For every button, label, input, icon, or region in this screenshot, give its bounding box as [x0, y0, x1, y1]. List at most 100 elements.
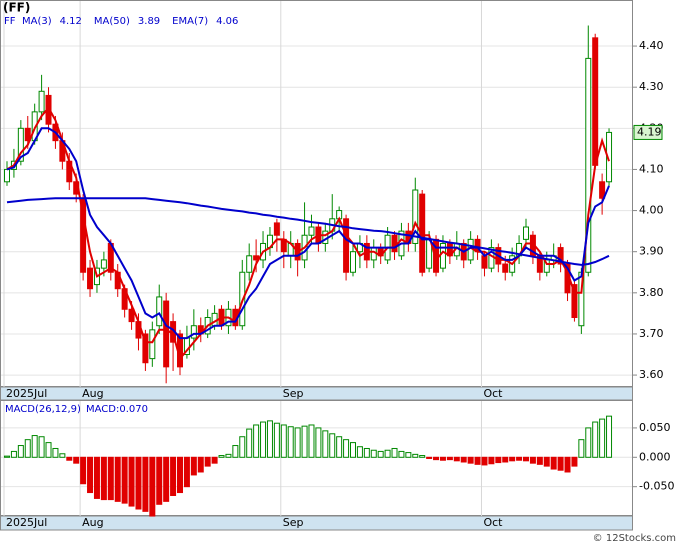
macd-bar — [529, 456, 536, 464]
macd-bar — [156, 456, 163, 505]
y-tick-label: 4.10 — [639, 162, 664, 175]
legend-name: EMA(7) — [172, 16, 208, 27]
macd-bar — [177, 456, 183, 494]
macd-bar — [239, 436, 246, 458]
macd-bar — [246, 428, 253, 458]
macd-bar — [211, 456, 218, 464]
macd-bar — [107, 456, 114, 501]
macd-bar — [550, 456, 557, 470]
macd-bar — [280, 424, 287, 458]
legend-name: MA(50) — [94, 16, 130, 27]
macd-bar — [114, 456, 121, 502]
macd-bar — [592, 421, 599, 458]
macd-bar — [336, 436, 343, 458]
macd-bar — [10, 450, 17, 458]
x-tick-label: Aug — [82, 387, 103, 400]
macd-bar — [308, 424, 315, 458]
macd-bar — [488, 456, 495, 465]
macd-bar — [343, 439, 350, 458]
candle-body — [156, 296, 163, 327]
macd-bar — [163, 456, 170, 502]
macd-bar — [287, 426, 294, 458]
y-tick-label: 3.90 — [639, 245, 664, 258]
macd-bar — [31, 435, 38, 458]
y-tick-label: -0.050 — [639, 480, 674, 493]
macd-bar — [232, 445, 239, 458]
macd-bar — [370, 449, 377, 458]
macd-bar — [426, 456, 433, 459]
y-tick-label: 4.00 — [639, 204, 664, 217]
macd-bar — [142, 456, 149, 512]
candle-body — [142, 333, 149, 364]
y-tick-label: 0.050 — [639, 421, 671, 434]
macd-bar — [329, 433, 336, 458]
candle-body — [190, 325, 197, 339]
macd-bar — [45, 442, 52, 458]
macd-bar — [419, 455, 426, 458]
macd-bar — [502, 456, 509, 463]
candle-body — [4, 168, 10, 183]
indicator-line — [6, 127, 610, 340]
candle-body — [606, 131, 613, 183]
candle-body — [350, 251, 356, 273]
footer: © 12Stocks.com — [593, 533, 676, 544]
y-tick-label: 3.70 — [639, 327, 664, 340]
candle-body — [571, 284, 578, 318]
candle-body — [128, 308, 135, 323]
macd-bar — [59, 453, 66, 458]
macd-bar — [571, 456, 578, 467]
macd-bar — [121, 456, 128, 504]
macd-bar — [412, 453, 419, 458]
candle-body — [38, 90, 45, 113]
macd-bar — [260, 421, 267, 458]
macd-bar — [218, 455, 225, 458]
candle-body — [246, 255, 253, 273]
macd-bar — [460, 456, 467, 463]
x-tick-label: Sep — [283, 387, 304, 400]
macd-bar — [66, 456, 73, 461]
macd-bar — [523, 456, 529, 462]
macd-bar — [446, 456, 453, 461]
indicator-line — [6, 106, 610, 361]
candle-body — [481, 255, 488, 269]
macd-title: MACD(26,12,9) — [5, 404, 81, 415]
candle-body — [585, 57, 592, 273]
macd-bar — [294, 427, 301, 458]
macd-bar — [495, 456, 502, 464]
labels: (FF) FF MACD(26,12,9) MACD:0.070 © 12Sto… — [3, 1, 676, 545]
legend-value: 3.89 — [138, 16, 160, 27]
x-tick-label: 2025Jul — [6, 387, 47, 400]
macd-bar — [509, 456, 516, 462]
candle-body — [502, 263, 509, 273]
x-tick-label: 2025Jul — [6, 516, 47, 529]
candle-body — [391, 234, 398, 253]
macd-bar — [73, 456, 80, 464]
macd-bar — [481, 456, 488, 466]
y-tick-label: 3.80 — [639, 286, 664, 299]
x-tick-label: Oct — [483, 387, 503, 400]
macd-bar — [149, 456, 156, 517]
macd-bar — [301, 425, 308, 458]
macd-bar — [24, 439, 31, 458]
macd-bar — [405, 452, 412, 458]
legend-value: 4.12 — [60, 16, 82, 27]
macd-bar — [606, 415, 613, 458]
macd-bar — [391, 447, 398, 458]
macd-bar — [100, 456, 107, 501]
candle-body — [273, 222, 280, 236]
last-price-box — [633, 124, 663, 140]
macd-bar — [433, 456, 440, 461]
candle-body — [24, 127, 31, 142]
last-price-label: 4.19 — [637, 125, 662, 138]
legend-value: 4.06 — [216, 16, 238, 27]
macd-bar — [439, 456, 446, 461]
macd-bar — [93, 456, 100, 499]
macd-bar — [315, 427, 322, 458]
macd-bar — [467, 456, 474, 464]
macd-bar — [356, 446, 363, 458]
marks — [4, 25, 613, 517]
candle-body — [87, 267, 94, 290]
candle-body — [17, 127, 24, 162]
macd-bar — [80, 456, 87, 485]
macd-bar — [183, 456, 190, 488]
